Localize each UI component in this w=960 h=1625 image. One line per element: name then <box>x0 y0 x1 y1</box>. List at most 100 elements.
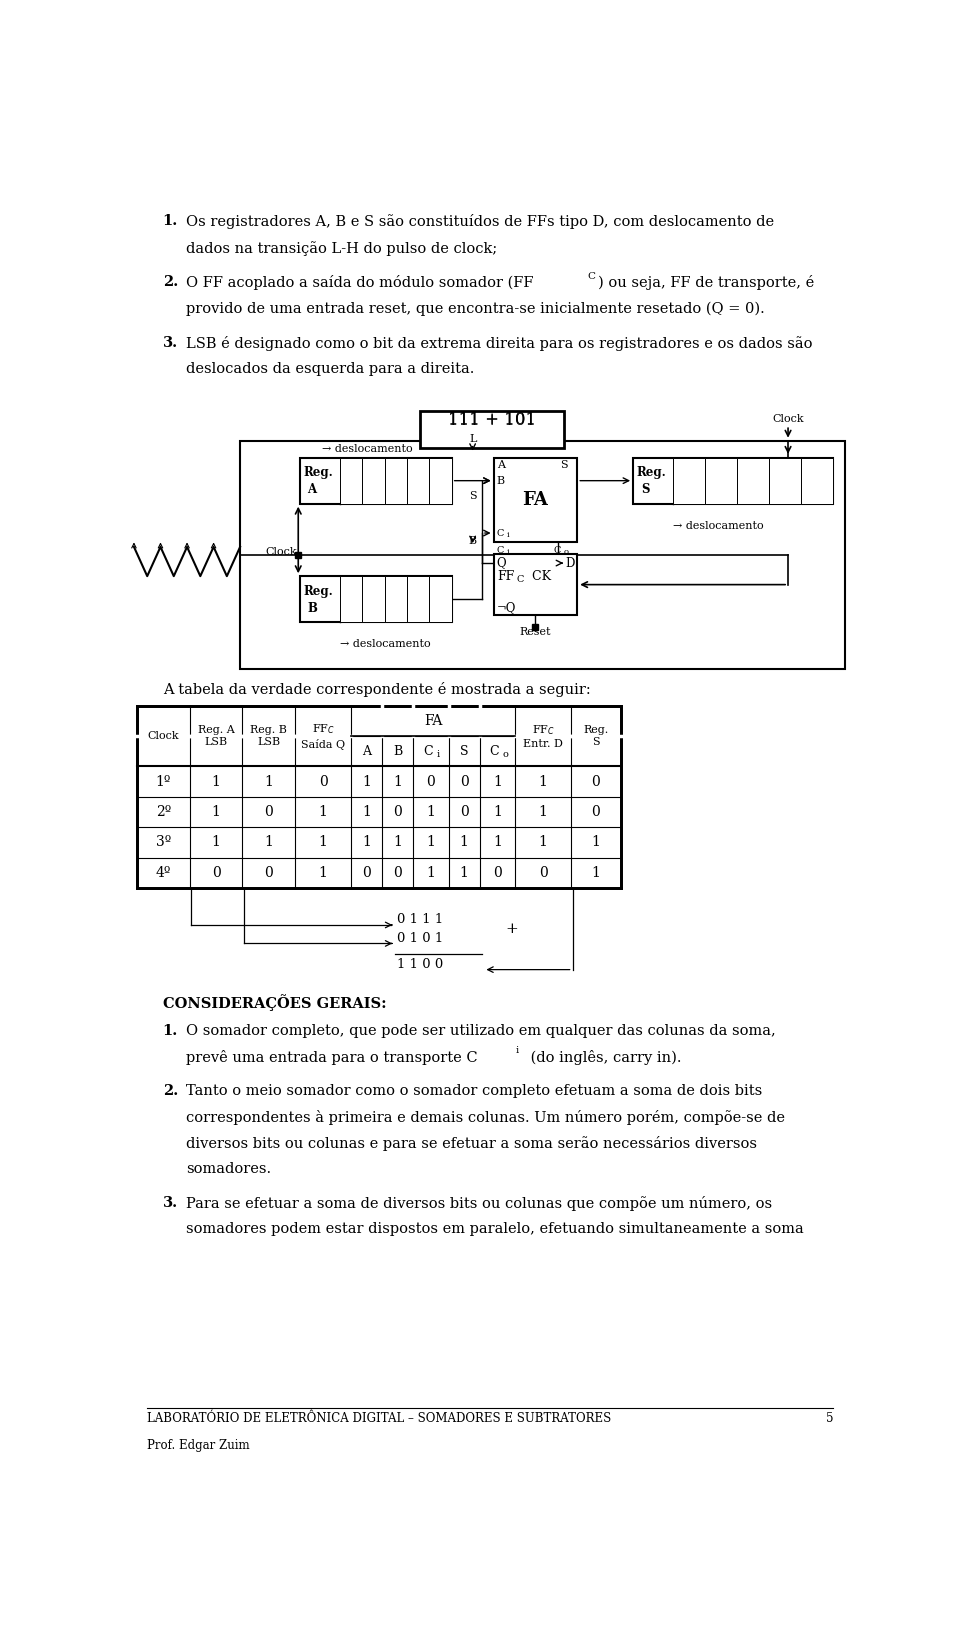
Text: 3.: 3. <box>162 336 178 349</box>
Text: 1: 1 <box>437 474 444 487</box>
Text: 0: 0 <box>264 804 274 819</box>
Text: S: S <box>460 744 468 757</box>
Text: 0 1 1 1: 0 1 1 1 <box>396 913 443 926</box>
Text: provido de uma entrada reset, que encontra-se inicialmente resetado (Q = 0).: provido de uma entrada reset, que encont… <box>186 302 764 315</box>
Text: 1.: 1. <box>162 214 178 228</box>
Text: FA: FA <box>424 713 443 728</box>
Text: 1: 1 <box>415 474 421 487</box>
Text: 1: 1 <box>685 474 693 487</box>
Text: 1: 1 <box>393 835 402 850</box>
Text: C: C <box>496 528 504 538</box>
Text: prevê uma entrada para o transporte C: prevê uma entrada para o transporte C <box>186 1050 477 1064</box>
Text: Clock: Clock <box>772 414 804 424</box>
Text: diversos bits ou colunas e para se efetuar a soma serão necessários diversos: diversos bits ou colunas e para se efetu… <box>186 1136 756 1150</box>
Text: 1: 1 <box>319 804 327 819</box>
Text: L: L <box>468 434 476 444</box>
Text: FA: FA <box>522 491 548 509</box>
Text: 1: 1 <box>591 866 600 879</box>
Text: Reset: Reset <box>519 627 551 637</box>
Text: 1.: 1. <box>162 1024 178 1037</box>
Bar <box>300 577 452 622</box>
Text: 0: 0 <box>591 775 600 788</box>
Text: 1: 1 <box>370 593 377 606</box>
Text: CK: CK <box>528 570 551 583</box>
Text: 0: 0 <box>212 866 221 879</box>
Text: A tabela da verdade correspondente é mostrada a seguir:: A tabela da verdade correspondente é mos… <box>162 682 590 697</box>
Text: 5: 5 <box>826 1412 833 1425</box>
Text: C: C <box>516 575 524 583</box>
Bar <box>493 458 577 543</box>
Text: o: o <box>564 548 569 556</box>
Text: A: A <box>496 460 505 470</box>
Text: S: S <box>468 491 476 500</box>
Text: i: i <box>507 531 510 540</box>
Text: 1: 1 <box>460 866 468 879</box>
Text: 1: 1 <box>591 835 600 850</box>
Text: Reg. B
LSB: Reg. B LSB <box>251 725 287 748</box>
Text: Prof. Edgar Zuim: Prof. Edgar Zuim <box>147 1438 250 1451</box>
Text: Reg.
S: Reg. S <box>584 725 609 748</box>
Text: O somador completo, que pode ser utilizado em qualquer das colunas da soma,: O somador completo, que pode ser utiliza… <box>186 1024 776 1037</box>
Text: 1: 1 <box>493 804 502 819</box>
Text: 1: 1 <box>393 593 399 606</box>
Text: dados na transição L-H do pulso de clock;: dados na transição L-H do pulso de clock… <box>186 240 497 255</box>
Text: somadores podem estar dispostos em paralelo, efetuando simultaneamente a soma: somadores podem estar dispostos em paral… <box>186 1222 804 1237</box>
Text: C: C <box>490 744 499 757</box>
Text: 1: 1 <box>717 474 725 487</box>
Bar <box>801 458 833 504</box>
Text: i: i <box>507 548 510 556</box>
Text: FF: FF <box>497 570 515 583</box>
Text: 1: 1 <box>393 775 402 788</box>
Text: 1: 1 <box>460 835 468 850</box>
Text: C: C <box>496 546 504 556</box>
Text: 1: 1 <box>426 866 435 879</box>
Text: A: A <box>362 744 371 757</box>
Bar <box>429 458 452 504</box>
Text: Reg.: Reg. <box>303 466 333 479</box>
Text: 1: 1 <box>539 835 547 850</box>
Text: B: B <box>307 601 318 614</box>
Text: FF$_C$
Saída Q: FF$_C$ Saída Q <box>301 722 345 749</box>
Text: 1: 1 <box>319 835 327 850</box>
Bar <box>363 577 385 622</box>
Text: Clock: Clock <box>265 546 297 556</box>
Bar <box>769 458 801 504</box>
Text: i: i <box>516 1046 519 1055</box>
Text: 1: 1 <box>264 775 274 788</box>
Text: 1: 1 <box>426 835 435 850</box>
Text: 1: 1 <box>211 804 221 819</box>
Text: 0: 0 <box>591 804 600 819</box>
Text: C: C <box>588 271 595 281</box>
Bar <box>407 577 429 622</box>
Text: 1: 1 <box>393 474 399 487</box>
Text: 111 + 101: 111 + 101 <box>448 413 536 429</box>
Text: D: D <box>564 556 574 569</box>
Text: 1: 1 <box>362 804 371 819</box>
Text: 1: 1 <box>539 775 547 788</box>
Bar <box>407 458 429 504</box>
Text: → deslocamento: → deslocamento <box>322 445 412 455</box>
Text: 0: 0 <box>781 474 789 487</box>
Text: B: B <box>393 744 402 757</box>
Text: 1: 1 <box>370 474 377 487</box>
Bar <box>385 577 407 622</box>
Text: 0: 0 <box>493 866 502 879</box>
Text: C: C <box>422 744 433 757</box>
Text: 2.: 2. <box>162 275 178 289</box>
Text: 0: 0 <box>426 775 435 788</box>
Text: 0: 0 <box>539 866 547 879</box>
Text: FF$_C$
Entr. D: FF$_C$ Entr. D <box>523 723 564 749</box>
Text: 0: 0 <box>362 866 371 879</box>
Bar <box>493 554 577 616</box>
Bar <box>706 458 737 504</box>
Text: 1: 1 <box>493 835 502 850</box>
Text: 1º: 1º <box>156 775 171 788</box>
Text: Q: Q <box>496 556 506 569</box>
Text: 2.: 2. <box>162 1084 178 1097</box>
Text: 2º: 2º <box>156 804 171 819</box>
Bar <box>363 458 385 504</box>
Bar <box>340 577 363 622</box>
Text: Tanto o meio somador como o somador completo efetuam a soma de dois bits: Tanto o meio somador como o somador comp… <box>186 1084 762 1097</box>
Text: 0: 0 <box>393 804 402 819</box>
Bar <box>420 411 564 447</box>
